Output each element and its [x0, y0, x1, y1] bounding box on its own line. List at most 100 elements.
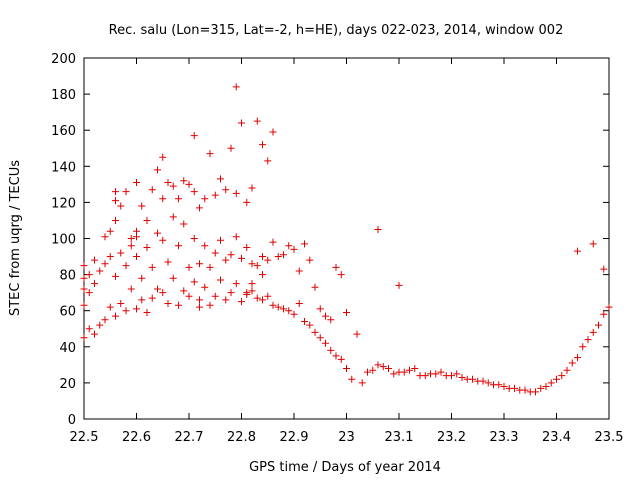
data-point [185, 292, 193, 300]
data-point [238, 254, 245, 262]
data-point [164, 179, 172, 187]
data-point [285, 307, 293, 315]
data-point [117, 202, 125, 210]
data-point [85, 271, 93, 279]
data-point [248, 280, 256, 288]
x-axis-label: GPS time / Days of year 2014 [249, 460, 441, 475]
data-point [190, 278, 198, 286]
data-point [248, 184, 256, 192]
data-point [600, 265, 608, 273]
data-point [143, 244, 151, 252]
data-point [190, 188, 198, 196]
data-point [112, 272, 119, 280]
data-point [159, 195, 167, 203]
x-tick-label: 23.4 [542, 430, 571, 445]
data-point [458, 373, 466, 381]
data-point [421, 372, 429, 380]
data-point [332, 352, 340, 360]
data-point [91, 330, 98, 338]
y-tick-label: 20 [59, 377, 76, 392]
data-point [169, 182, 177, 190]
data-point [80, 334, 88, 342]
data-point [264, 157, 272, 165]
data-point [201, 283, 209, 291]
data-point [138, 296, 146, 304]
data-point [232, 280, 240, 288]
data-point [358, 379, 366, 387]
data-point [80, 262, 88, 270]
x-tick-label: 23.5 [595, 430, 624, 445]
data-point [374, 361, 382, 369]
data-point [337, 271, 345, 279]
data-point [542, 383, 550, 391]
data-point [395, 281, 403, 289]
y-tick-label: 160 [51, 124, 76, 139]
data-points [80, 83, 613, 396]
data-point [437, 368, 445, 376]
data-point [605, 303, 613, 311]
data-point [159, 153, 167, 161]
data-point [185, 263, 193, 271]
data-point [133, 305, 140, 313]
data-point [122, 262, 130, 270]
data-point [180, 287, 188, 295]
data-point [337, 355, 345, 363]
data-point [495, 381, 503, 389]
x-tick-label: 23 [338, 430, 355, 445]
data-point [122, 188, 130, 196]
data-point [311, 283, 319, 291]
data-point [332, 263, 340, 271]
data-point [584, 336, 592, 344]
data-point [101, 233, 109, 241]
data-point [217, 236, 224, 244]
y-tick-label: 200 [51, 52, 76, 67]
data-point [259, 296, 266, 304]
data-point [379, 363, 387, 371]
data-point [248, 260, 256, 268]
data-point [190, 132, 198, 140]
data-point [589, 240, 597, 248]
data-point [537, 384, 545, 392]
data-point [232, 189, 240, 197]
x-tick-label: 23.1 [385, 430, 414, 445]
data-point [222, 256, 230, 264]
data-point [306, 256, 314, 264]
data-point [243, 198, 251, 206]
data-point [106, 303, 114, 311]
data-point [243, 244, 251, 252]
data-point [238, 298, 245, 306]
data-point [532, 388, 539, 396]
data-point [232, 83, 240, 91]
data-point [101, 316, 109, 324]
data-point [133, 253, 140, 261]
x-tick-label: 23.3 [490, 430, 519, 445]
y-axis-label: STEC from uqrg / TECUs [8, 160, 23, 316]
data-point [138, 202, 146, 210]
data-point [400, 368, 408, 376]
data-point [259, 271, 266, 279]
y-tick-label: 180 [51, 88, 76, 103]
data-point [133, 233, 140, 241]
data-point [175, 242, 182, 250]
data-point [290, 245, 298, 253]
data-point [185, 180, 193, 188]
data-point [343, 309, 350, 317]
data-point [574, 354, 581, 362]
data-point [547, 379, 555, 387]
data-point [269, 301, 277, 309]
data-point [206, 263, 214, 271]
data-point [91, 280, 98, 288]
data-point [138, 274, 146, 282]
data-point [521, 386, 529, 394]
data-point [316, 334, 324, 342]
data-point [353, 330, 361, 338]
data-point [243, 289, 251, 297]
data-point [327, 346, 335, 354]
data-point [295, 299, 303, 307]
data-point [469, 375, 476, 383]
data-point [301, 318, 308, 326]
data-point [432, 370, 440, 378]
data-point [175, 195, 182, 203]
y-tick-label: 40 [59, 341, 76, 356]
data-point [211, 292, 219, 300]
